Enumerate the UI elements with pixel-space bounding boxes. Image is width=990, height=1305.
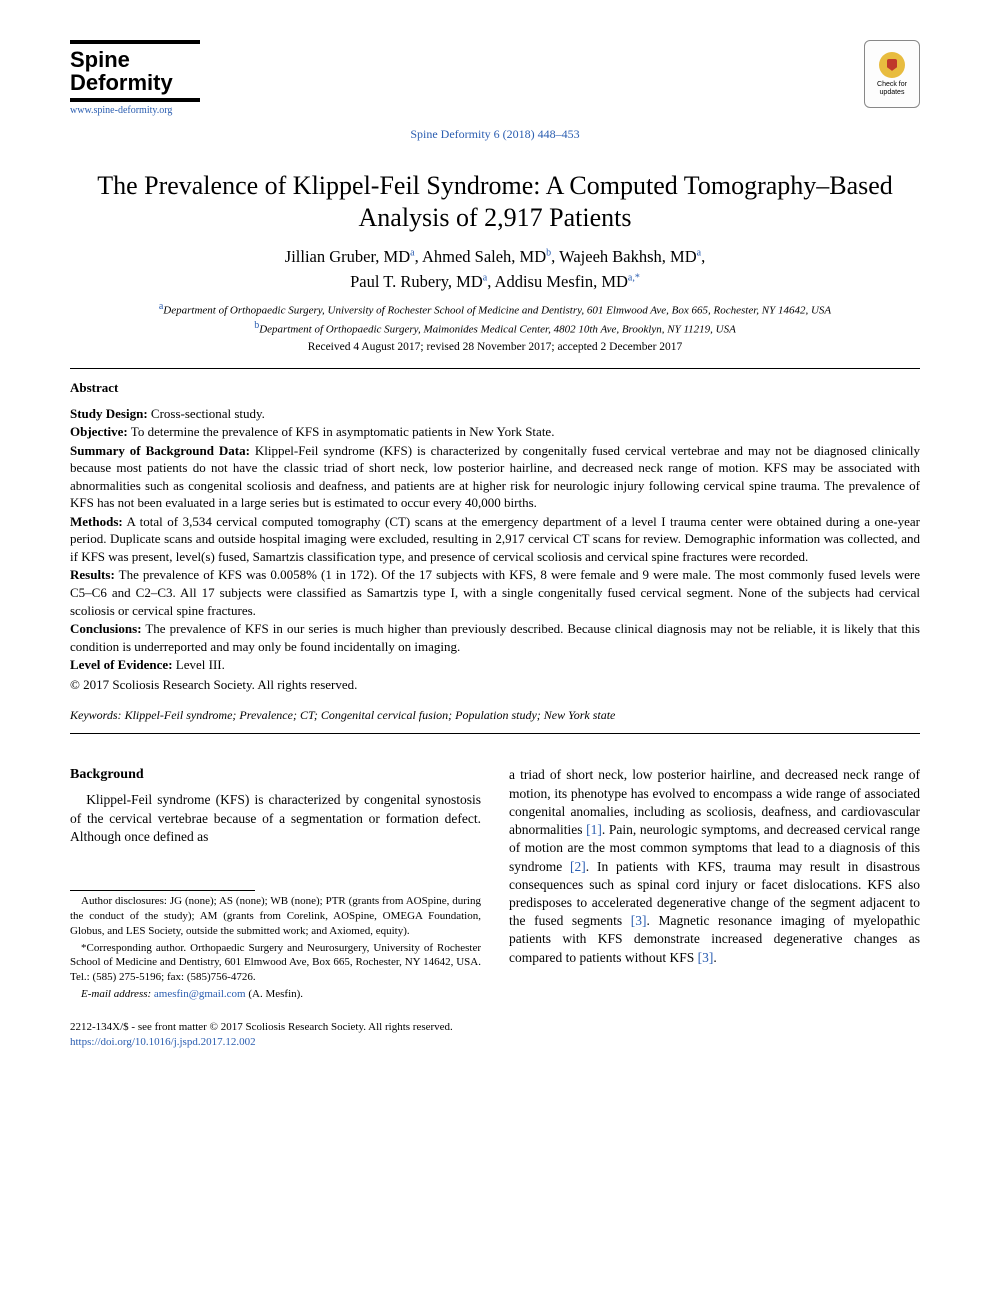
journal-name-line1: Spine xyxy=(70,48,200,71)
header-row: Spine Deformity www.spine-deformity.org … xyxy=(70,40,920,118)
email-label: E-mail address: xyxy=(81,988,151,1000)
keywords-row: Keywords: Klippel-Feil syndrome; Prevale… xyxy=(70,701,920,733)
email-line: E-mail address: amesfin@gmail.com (A. Me… xyxy=(70,987,481,1002)
keywords-text: Klippel-Feil syndrome; Prevalence; CT; C… xyxy=(125,708,616,722)
background-para-2: a triad of short neck, low posterior hai… xyxy=(509,766,920,966)
journal-logo: Spine Deformity xyxy=(70,40,200,102)
journal-name-line2: Deformity xyxy=(70,71,200,94)
citation-line[interactable]: Spine Deformity 6 (2018) 448–453 xyxy=(70,126,920,142)
email-link[interactable]: amesfin@gmail.com xyxy=(154,988,246,1000)
background-para-1: Klippel-Feil syndrome (KFS) is character… xyxy=(70,791,481,846)
journal-block: Spine Deformity www.spine-deformity.org xyxy=(70,40,200,118)
objective: Objective: To determine the prevalence o… xyxy=(70,423,920,441)
article-title: The Prevalence of Klippel-Feil Syndrome:… xyxy=(70,170,920,235)
author-list: Jillian Gruber, MDa, Ahmed Saleh, MDb, W… xyxy=(70,245,920,295)
corresponding-author: *Corresponding author. Orthopaedic Surge… xyxy=(70,941,481,986)
body-two-column: Background Klippel-Feil syndrome (KFS) i… xyxy=(70,766,920,1001)
background-data: Summary of Background Data: Klippel-Feil… xyxy=(70,442,920,512)
author-1: Jillian Gruber, MDa xyxy=(285,247,415,266)
background-heading: Background xyxy=(70,766,481,785)
ref-3a-link[interactable]: [3] xyxy=(631,913,647,928)
keywords-label: Keywords: xyxy=(70,708,122,722)
rule-bottom xyxy=(70,733,920,734)
ref-2-link[interactable]: [2] xyxy=(570,859,586,874)
affiliation-a: aDepartment of Orthopaedic Surgery, Univ… xyxy=(70,300,920,319)
footnote-rule xyxy=(70,890,255,891)
abstract-heading: Abstract xyxy=(70,379,920,397)
results: Results: The prevalence of KFS was 0.005… xyxy=(70,566,920,619)
ref-1-link[interactable]: [1] xyxy=(586,822,602,837)
abstract-block: Abstract Study Design: Cross-sectional s… xyxy=(70,369,920,701)
article-dates: Received 4 August 2017; revised 28 Novem… xyxy=(70,340,920,356)
abstract-copyright: © 2017 Scoliosis Research Society. All r… xyxy=(70,676,920,694)
study-design: Study Design: Cross-sectional study. xyxy=(70,405,920,423)
level-of-evidence: Level of Evidence: Level III. xyxy=(70,656,920,674)
methods: Methods: A total of 3,534 cervical compu… xyxy=(70,513,920,566)
journal-url-link[interactable]: www.spine-deformity.org xyxy=(70,104,200,118)
conclusions: Conclusions: The prevalence of KFS in ou… xyxy=(70,620,920,655)
bookmark-icon xyxy=(879,52,905,78)
badge-text: Check for updates xyxy=(865,81,919,96)
affiliation-b: bDepartment of Orthopaedic Surgery, Maim… xyxy=(70,319,920,338)
check-updates-badge[interactable]: Check for updates xyxy=(864,40,920,108)
front-matter-line: 2212-134X/$ - see front matter © 2017 Sc… xyxy=(70,1020,920,1035)
author-2: Ahmed Saleh, MDb xyxy=(422,247,551,266)
author-3: Wajeeh Bakhsh, MDa xyxy=(559,247,701,266)
bottom-matter: 2212-134X/$ - see front matter © 2017 Sc… xyxy=(70,1020,920,1050)
author-disclosures: Author disclosures: JG (none); AS (none)… xyxy=(70,894,481,939)
author-4: Paul T. Rubery, MDa xyxy=(350,272,487,291)
ref-3b-link[interactable]: [3] xyxy=(698,950,714,965)
doi-link[interactable]: https://doi.org/10.1016/j.jspd.2017.12.0… xyxy=(70,1036,256,1048)
author-5: Addisu Mesfin, MDa,* xyxy=(495,272,640,291)
footnotes-block: Author disclosures: JG (none); AS (none)… xyxy=(70,894,481,1002)
email-person: (A. Mesfin). xyxy=(248,988,303,1000)
